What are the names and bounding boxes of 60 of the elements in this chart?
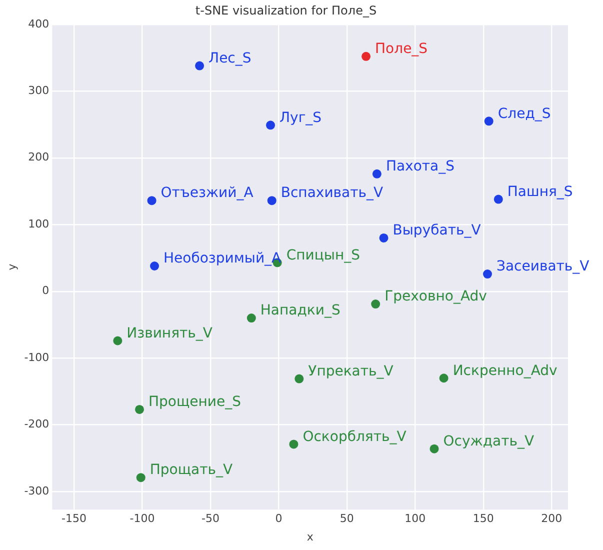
y-axis-title: y [5,263,18,270]
point [482,270,492,279]
y-tick-label: -100 [24,350,50,364]
y-tick-label: 100 [28,217,50,230]
data-label: Прощать_V [150,462,234,478]
chart-title: t-SNE visualization for Поле_S [195,3,377,18]
data-label: След_S [498,106,551,122]
x-tick-label: -100 [130,512,155,526]
data-label: Греховно_Adv [384,288,487,305]
point [494,194,503,204]
data-label: Пашня_S [507,184,573,200]
point [362,52,371,61]
x-tick-label: 100 [404,512,426,526]
data-label: Пахота_S [386,158,455,175]
point [135,404,144,414]
point [150,262,160,270]
x-tick-label: 150 [472,512,494,526]
x-tick-label: -150 [62,512,86,526]
data-label: Необозримый_A [164,250,282,267]
y-tick-label: -200 [24,418,50,431]
point [484,116,494,126]
data-label: Лес_S [208,50,252,66]
point [379,233,388,242]
y-tick-label: 400 [28,17,50,30]
point [439,374,448,383]
data-label: Вспахивать_V [280,185,384,202]
point [147,196,156,206]
point [289,440,298,449]
data-label: Оскорблять_V [302,428,407,445]
x-axis-title: x [306,530,314,544]
data-label: Упрекать_V [308,363,394,380]
point [267,196,276,206]
point [371,300,380,309]
point [136,473,146,482]
data-label: Извинять_V [126,325,213,342]
y-tick-label: 0 [42,284,50,298]
x-tick-label: -50 [201,512,220,526]
x-tick-label: 200 [541,512,562,526]
data-label: Осуждать_V [443,434,535,450]
data-label: Нападки_S [260,302,340,319]
point [195,61,204,70]
x-tick-label: 0 [275,512,282,526]
data-label: Засеивать_V [496,258,590,275]
y-tick-label: -300 [24,484,50,498]
data-label: Поле_S [375,41,428,58]
data-label: Отъезжий_A [160,185,254,202]
data-label: Спицын_S [286,247,360,264]
data-label: Прощение_S [148,394,242,410]
point [372,169,382,178]
data-label: Искренно_Adv [452,362,558,379]
x-tick-label: 50 [340,512,354,526]
point [430,444,439,454]
data-label: Вырубать_V [392,222,482,239]
point [246,314,256,323]
data-label: Луг_S [280,110,322,126]
point [113,336,122,346]
y-tick-label: 200 [28,150,50,164]
point [266,120,276,130]
y-tick-label: 300 [28,84,50,97]
point [294,374,304,384]
